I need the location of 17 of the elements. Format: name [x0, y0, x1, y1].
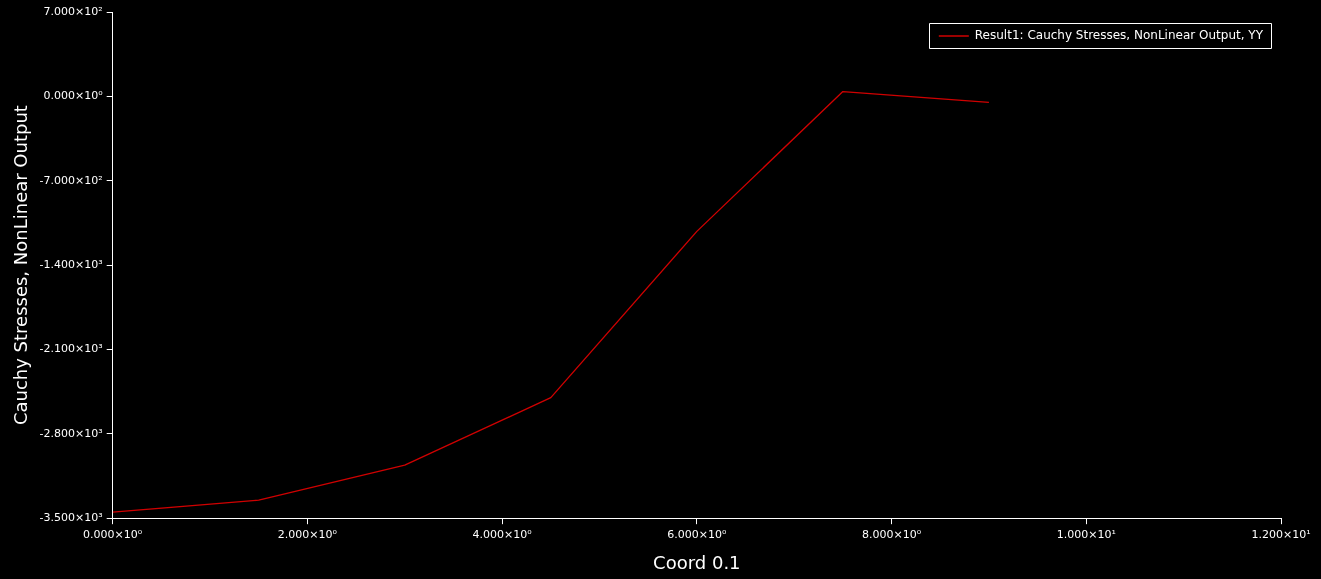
- x-tick-label: 2.000×10⁰: [277, 527, 338, 541]
- legend-label: Result1: Cauchy Stresses, NonLinear Output, YY: [974, 28, 1264, 43]
- x-tick-label: 4.000×10⁰: [472, 527, 533, 541]
- y-tick-label: -7.000×10²: [39, 173, 103, 187]
- x-tick-label: 1.000×10¹: [1056, 527, 1116, 541]
- x-tick-label: 1.200×10¹: [1251, 527, 1311, 541]
- y-tick-label: -2.800×10³: [39, 426, 103, 440]
- y-tick-label: -3.500×10³: [39, 511, 103, 525]
- y-tick-label: 0.000×10⁰: [43, 89, 104, 103]
- x-tick-label: 0.000×10⁰: [83, 527, 143, 541]
- y-tick-label: -2.100×10³: [39, 342, 103, 356]
- y-axis-title: Cauchy Stresses, NonLinear Output: [10, 105, 32, 426]
- x-tick-label: 6.000×10⁰: [667, 527, 727, 541]
- y-tick-label: 7.000×10²: [43, 4, 103, 18]
- x-tick-label: 8.000×10⁰: [862, 527, 922, 541]
- y-tick-label: -1.400×10³: [39, 257, 103, 271]
- x-axis-title: Coord 0.1: [653, 551, 741, 573]
